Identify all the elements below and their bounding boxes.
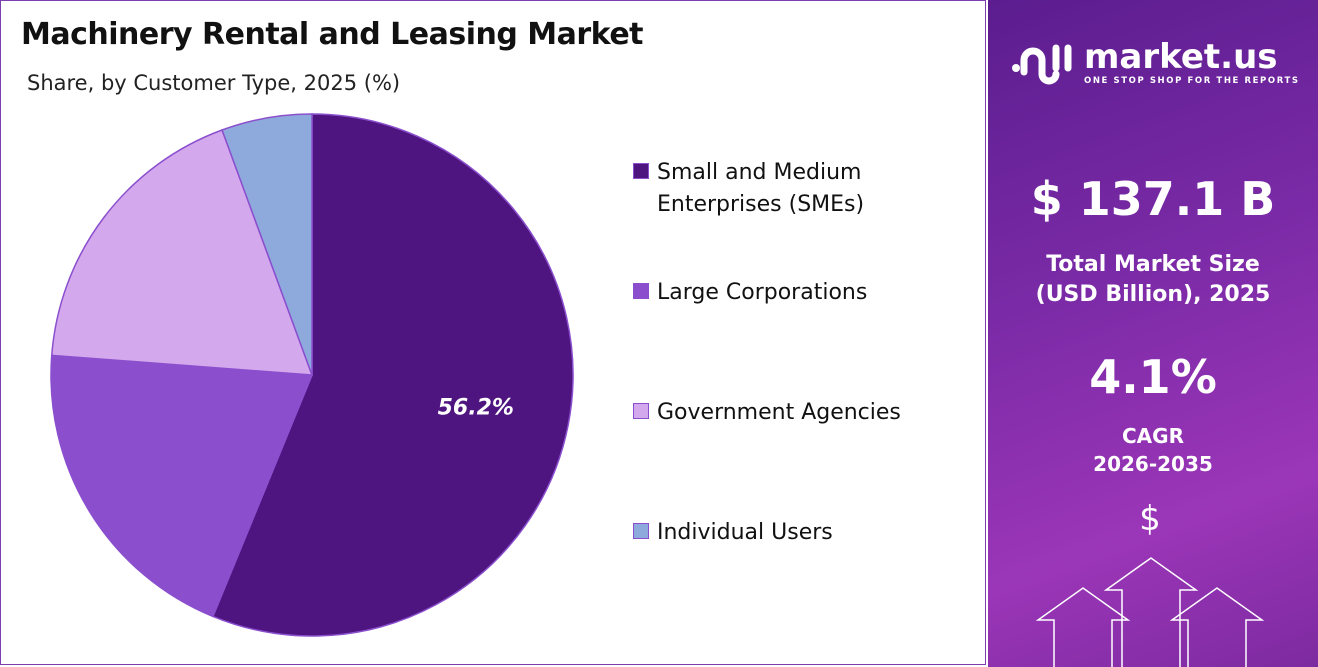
summary-sidebar: market.us ONE STOP SHOP FOR THE REPORTS … (988, 0, 1318, 667)
legend-swatch (633, 283, 649, 299)
slice-individual-users (221, 113, 313, 376)
legend-item-large-corporations: Large Corporations (633, 277, 973, 309)
cagr-value: 4.1% (1089, 350, 1217, 404)
pie-chart: 56.2% (50, 113, 574, 637)
legend-swatch (633, 163, 649, 179)
legend-swatch (633, 403, 649, 419)
logo-name: market.us (1084, 37, 1278, 77)
cagr-label: CAGR (1122, 424, 1184, 448)
data-label: 56.2% (438, 395, 514, 420)
market-us-logo: market.us ONE STOP SHOP FOR THE REPORTS (1010, 38, 1300, 88)
legend-swatch (633, 523, 649, 539)
chart-panel: Machinery Rental and Leasing Market Shar… (0, 0, 986, 665)
legend-item-government-agencies: Government Agencies (633, 397, 973, 429)
legend-label: Enterprises (SMEs) (657, 192, 865, 217)
legend-label: Large Corporations (657, 280, 868, 305)
slice-large-corporations (50, 354, 314, 618)
logo-icon (1012, 44, 1072, 85)
market-size-label: Total Market Size (1046, 252, 1260, 277)
legend-label: Individual Users (657, 520, 833, 545)
slice-smes (211, 113, 574, 637)
legend-label: Government Agencies (657, 400, 901, 425)
legend-item-smes: Small and Medium Enterprises (SMEs) (633, 157, 973, 221)
chart-title: Machinery Rental and Leasing Market (21, 17, 644, 52)
dollar-growth-arrows-icon: $ (1035, 499, 1265, 667)
svg-text:$: $ (1139, 499, 1161, 539)
legend-label: Small and Medium (657, 160, 862, 185)
legend-item-individual-users: Individual Users (633, 517, 973, 549)
market-size-value: $ 137.1 B (1030, 172, 1276, 226)
slice-government-agencies (50, 129, 314, 376)
chart-subtitle: Share, by Customer Type, 2025 (%) (27, 71, 401, 95)
cagr-period: 2026-2035 (1093, 452, 1213, 476)
logo-tagline: ONE STOP SHOP FOR THE REPORTS (1084, 76, 1300, 86)
market-size-label-2: (USD Billion), 2025 (1035, 282, 1271, 307)
